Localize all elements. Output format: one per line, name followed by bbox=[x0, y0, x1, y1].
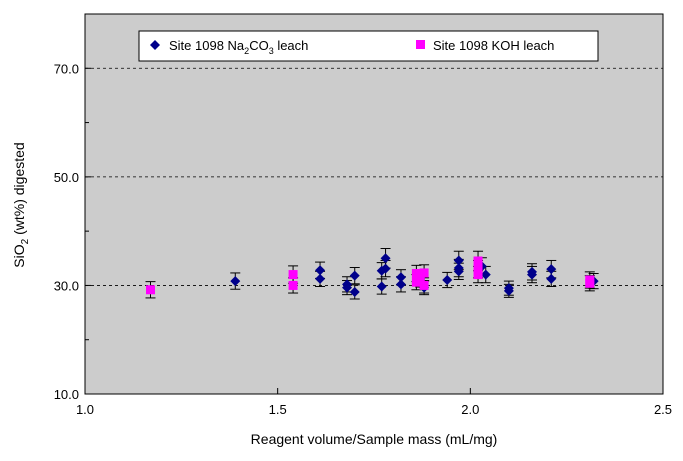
data-point-na2co3 bbox=[453, 266, 464, 277]
data-point-koh bbox=[473, 264, 483, 274]
data-point-na2co3 bbox=[546, 273, 557, 284]
x-tick-label: 2.0 bbox=[461, 402, 479, 417]
data-point-na2co3 bbox=[380, 253, 391, 264]
data-point-koh bbox=[419, 280, 429, 290]
data-point-na2co3 bbox=[546, 264, 557, 275]
plot-area bbox=[85, 14, 663, 394]
y-axis-title: SiO2 (wt%) digested bbox=[11, 142, 31, 267]
plot-border bbox=[84, 13, 664, 395]
data-point-na2co3 bbox=[453, 255, 464, 266]
x-tick-label: 1.0 bbox=[76, 402, 94, 417]
data-point-koh bbox=[419, 268, 429, 278]
grid-lines bbox=[85, 67, 663, 286]
legend-label-na2co3: Site 1098 Na2CO3 leach bbox=[169, 38, 308, 56]
data-points bbox=[146, 253, 599, 297]
data-point-koh bbox=[473, 256, 483, 266]
data-point-na2co3 bbox=[395, 272, 406, 283]
axis-ticks bbox=[84, 67, 664, 395]
legend: Site 1098 Na2CO3 leach Site 1098 KOH lea… bbox=[138, 30, 599, 62]
data-point-na2co3 bbox=[376, 281, 387, 292]
data-point-na2co3 bbox=[480, 269, 491, 280]
data-point-na2co3 bbox=[395, 279, 406, 290]
y-tick-label: 10.0 bbox=[54, 387, 79, 402]
legend-box bbox=[138, 30, 599, 62]
data-point-na2co3 bbox=[380, 263, 391, 274]
legend-marker-koh bbox=[416, 40, 425, 49]
data-point-koh bbox=[288, 280, 298, 290]
x-tick-label: 1.5 bbox=[269, 402, 287, 417]
y-tick-label: 70.0 bbox=[54, 61, 79, 76]
data-point-na2co3 bbox=[315, 273, 326, 284]
legend-marker-na2co3 bbox=[150, 40, 160, 50]
y-tick-label: 50.0 bbox=[54, 170, 79, 185]
data-point-koh bbox=[411, 268, 421, 278]
data-point-koh bbox=[585, 275, 595, 285]
y-tick-label: 30.0 bbox=[54, 278, 79, 293]
data-point-na2co3 bbox=[442, 275, 453, 285]
data-point-na2co3 bbox=[230, 276, 241, 287]
data-point-na2co3 bbox=[526, 269, 537, 280]
data-point-na2co3 bbox=[349, 286, 360, 297]
x-axis-title: Reagent volume/Sample mass (mL/mg) bbox=[251, 431, 498, 447]
data-point-koh bbox=[146, 285, 156, 295]
data-point-koh bbox=[288, 270, 298, 280]
data-point-na2co3 bbox=[342, 279, 353, 290]
legend-label-koh: Site 1098 KOH leach bbox=[433, 38, 554, 53]
data-point-na2co3 bbox=[349, 270, 360, 281]
data-point-koh bbox=[473, 270, 483, 280]
data-point-na2co3 bbox=[315, 265, 326, 276]
x-tick-label: 2.5 bbox=[654, 402, 672, 417]
tick-labels: 10.0 30.0 50.0 70.0 1.0 1.5 2.0 2.5 bbox=[54, 61, 672, 417]
data-point-koh bbox=[415, 274, 425, 284]
data-point-na2co3 bbox=[503, 285, 514, 296]
